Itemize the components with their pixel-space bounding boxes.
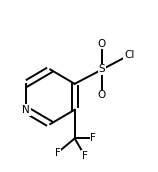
Text: S: S [99, 64, 105, 74]
Text: Cl: Cl [124, 50, 134, 60]
Text: O: O [98, 90, 106, 100]
Text: O: O [98, 39, 106, 49]
Text: F: F [90, 133, 96, 143]
Text: F: F [55, 148, 60, 158]
Text: N: N [22, 105, 30, 115]
Text: F: F [82, 151, 88, 161]
